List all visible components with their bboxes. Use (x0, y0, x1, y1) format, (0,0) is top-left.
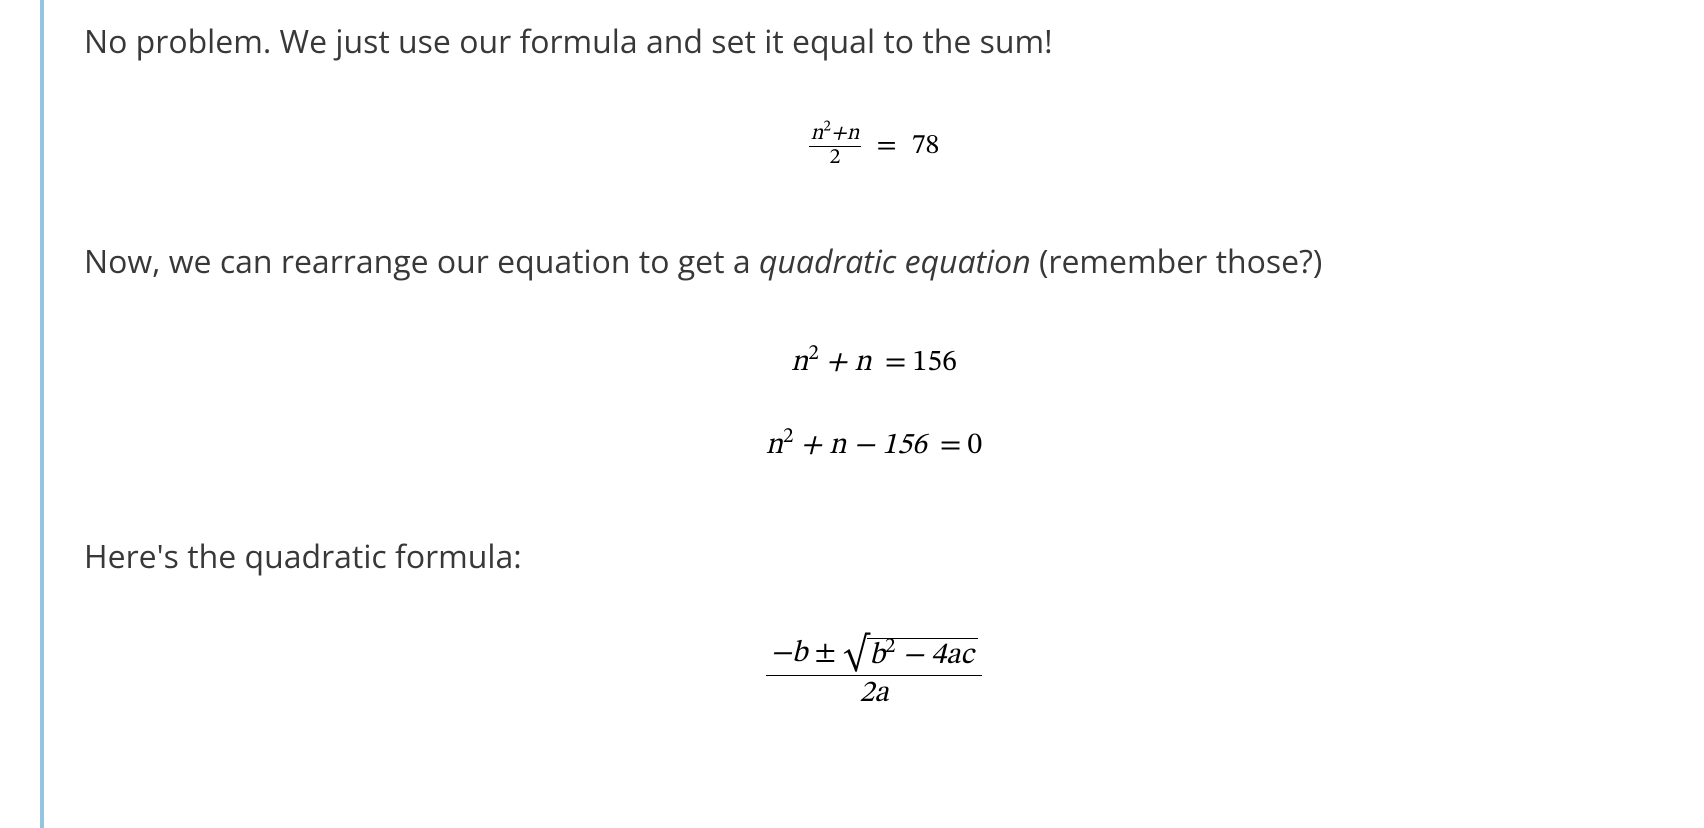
paragraph-quadratic-formula-intro: Here's the quadratic formula: (84, 535, 1704, 578)
quote-block: No problem. We just use our formula and … (40, 0, 1704, 828)
paragraph-intro: No problem. We just use our formula and … (84, 20, 1704, 63)
paragraph-rearrange: Now, we can rearrange our equation to ge… (84, 240, 1704, 283)
text-run: Now, we can rearrange our equation to ge… (84, 240, 759, 283)
equation-formula-equals-sum: n2+n 2 = 78 (44, 123, 1704, 170)
radical-icon: √ b2 − 4ac (843, 638, 978, 673)
fraction-small: n2+n 2 (809, 123, 862, 170)
text-run-italic: quadratic equation (759, 240, 1031, 283)
text-run: (remember those?) (1031, 240, 1323, 283)
equation-quadratic-formula: −b ± √ b2 − 4ac 2a (44, 638, 1704, 711)
equation-quadratic-step1: n2 + n =156 (44, 344, 1704, 382)
equation-quadratic-step2: n2 + n − 156 =0 (44, 427, 1704, 465)
